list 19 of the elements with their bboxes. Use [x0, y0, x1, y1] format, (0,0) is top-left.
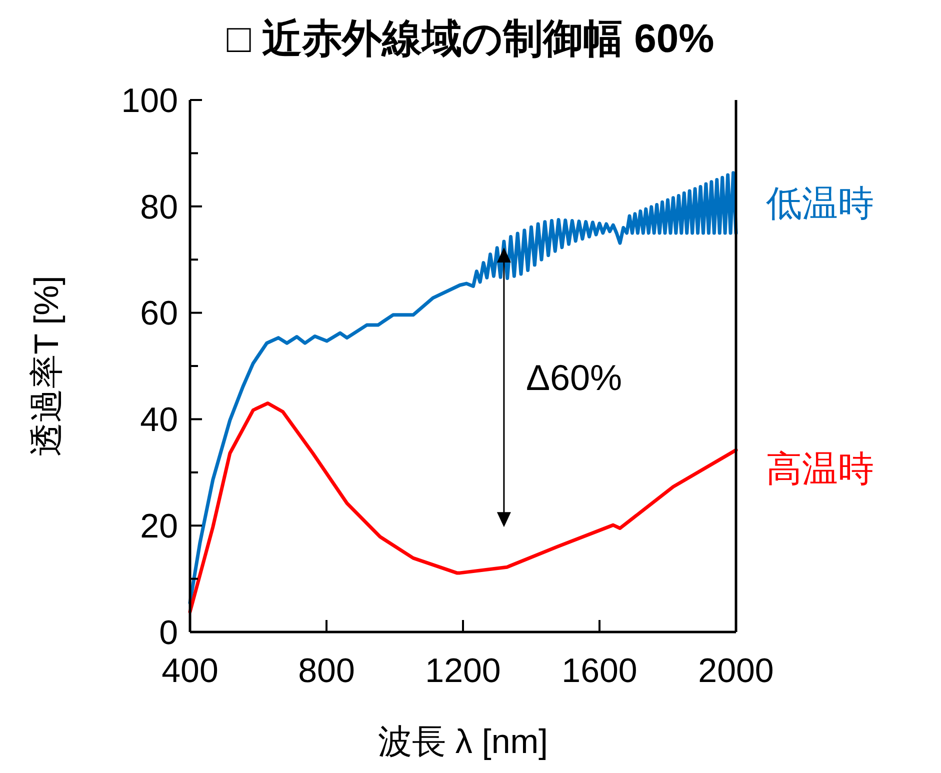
chart-title: □ 近赤外線域の制御幅 60%	[226, 17, 714, 61]
x-tick-label: 1600	[562, 652, 638, 690]
annotation: Δ60%	[526, 356, 622, 398]
x-tick-label: 800	[298, 652, 355, 690]
x-tick-label: 2000	[698, 652, 774, 690]
y-tick-label: 20	[140, 508, 178, 546]
y-tick-label: 80	[140, 188, 178, 226]
y-axis-title: 透過率T [%]	[28, 276, 66, 456]
y-tick-label: 0	[159, 614, 178, 652]
line-series	[188, 401, 738, 614]
x-tick-label: 400	[162, 652, 218, 690]
x-tick-label: 1200	[425, 652, 501, 690]
x-axis-title: 波長 λ [nm]	[378, 723, 548, 761]
series-label: 低温時	[766, 182, 874, 224]
y-tick-label: 40	[140, 401, 178, 440]
series-label: 高温時	[766, 448, 874, 490]
y-tick-label: 60	[140, 294, 178, 333]
line-series	[188, 171, 738, 604]
y-tick-label: 100	[121, 82, 178, 120]
